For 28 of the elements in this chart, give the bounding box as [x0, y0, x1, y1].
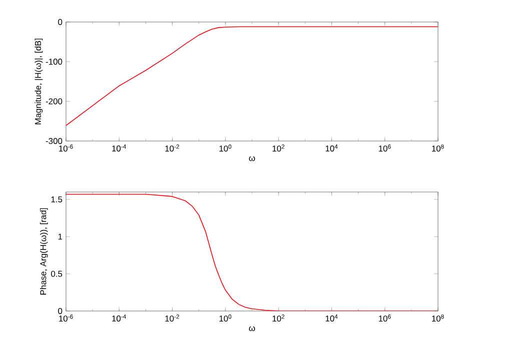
x-tick-label: 10$^{4}$: [326, 314, 338, 322]
x-tick-label: 10$^{6}$: [378, 314, 391, 322]
x-tick-label: 10$^{-4}$: [112, 314, 126, 322]
x-tick-label: 10$^{-2}$: [165, 144, 180, 152]
y-tick-label: 0: [58, 19, 62, 25]
x-tick-label: 10$^{0}$: [219, 144, 232, 152]
y-tick-label: 0: [58, 308, 62, 314]
y-tick-label: -100: [46, 58, 62, 65]
x-tick-label: 10$^{4}$: [326, 144, 338, 152]
y-tick-label: 1.5: [51, 196, 62, 202]
y-tick-label: 0.5: [51, 270, 62, 277]
y-tick-label: -200: [46, 98, 62, 104]
x-tick-label: 10$^{-2}$: [165, 314, 180, 322]
y-axis-title: Phase, Arg(H(ω)), [rad]: [40, 208, 48, 295]
x-tick-label: 10$^{0}$: [219, 314, 232, 322]
y-axis-title: Magnitude, |H(ω)|, [dB]: [34, 38, 43, 124]
x-tick-label: 10$^{2}$: [272, 144, 284, 152]
x-tick-label: 10$^{-6}$: [59, 314, 73, 322]
x-tick-label: 10$^{-6}$: [59, 144, 73, 152]
x-tick-label: 10$^{-4}$: [112, 144, 126, 152]
x-tick-label: 10$^{8}$: [432, 314, 444, 322]
y-tick-label: -300: [46, 138, 62, 144]
x-tick-label: 10$^{2}$: [272, 314, 284, 322]
x-axis-title: ω: [249, 156, 255, 162]
x-tick-label: 10$^{8}$: [432, 144, 444, 152]
x-axis-title: ω: [249, 326, 255, 332]
x-tick-label: 10$^{6}$: [378, 144, 391, 152]
y-tick-label: 1: [58, 234, 62, 240]
